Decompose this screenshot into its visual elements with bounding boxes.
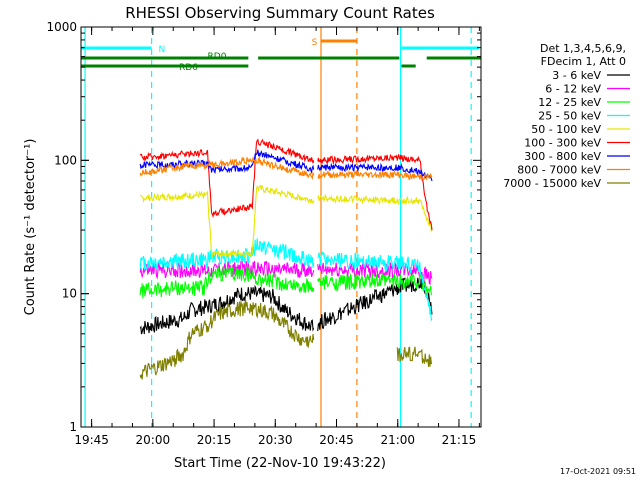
plot-area: N S RD0 RD6 1 10 100 1000 19:45 20:00 20:15 20:30 20… <box>46 20 482 447</box>
x-tick-label-5: 21:00 <box>380 433 415 447</box>
legend-label-8: 7000 - 15000 keV <box>503 177 601 190</box>
series-line-5-1 <box>317 153 433 231</box>
legend-label-4: 50 - 100 keV <box>531 123 601 136</box>
legend-label-6: 300 - 800 keV <box>524 150 601 163</box>
series-line-6-1 <box>317 162 433 182</box>
series-line-7-1 <box>317 169 433 181</box>
plot-frame <box>80 26 482 428</box>
y-tick-label-3: 1000 <box>46 20 77 34</box>
x-tick-label-3: 20:30 <box>258 433 293 447</box>
y-tick-label-2: 100 <box>54 153 77 167</box>
series-line-0-0 <box>139 284 315 335</box>
series-line-8-1 <box>396 346 432 368</box>
legend-label-5: 100 - 300 keV <box>524 137 601 150</box>
series-line-4-0 <box>139 184 315 258</box>
x-axis-label: Start Time (22-Nov-10 19:43:22) <box>174 456 386 471</box>
legend-title-line-0: Det 1,3,4,5,6,9, <box>540 42 626 55</box>
series-line-2-1 <box>317 272 433 296</box>
state-label-rd6: RD6 <box>179 63 198 73</box>
x-tick-label-4: 20:45 <box>319 433 354 447</box>
series-line-3-1 <box>317 251 433 322</box>
state-label-s: S <box>312 38 318 48</box>
timestamp: 17-Oct-2021 09:51 <box>560 467 636 476</box>
state-label-rd0: RD0 <box>208 52 227 62</box>
legend-label-7: 800 - 7000 keV <box>517 164 601 177</box>
legend-label-1: 6 - 12 keV <box>545 83 601 96</box>
chart-title: RHESSI Observing Summary Count Rates <box>125 4 435 22</box>
y-tick-label-0: 1 <box>69 420 77 434</box>
x-tick-label-6: 21:15 <box>442 433 477 447</box>
legend-label-2: 12 - 25 keV <box>538 96 601 109</box>
x-tick-label-2: 20:15 <box>197 433 232 447</box>
legend-label-0: 3 - 6 keV <box>552 69 601 82</box>
series-line-7-0 <box>139 156 315 181</box>
series-line-0-1 <box>317 277 433 332</box>
series-line-2-0 <box>139 266 315 299</box>
legend: Det 1,3,4,5,6,9,FDecim 1, Att 03 - 6 keV… <box>503 42 630 190</box>
x-tick-label-0: 19:45 <box>74 433 109 447</box>
series-line-1-1 <box>317 261 433 286</box>
y-tick-label-1: 10 <box>62 287 77 301</box>
series-line-4-1 <box>317 193 433 233</box>
legend-label-3: 25 - 50 keV <box>538 110 601 123</box>
state-label-n: N <box>159 45 166 55</box>
legend-title-line-1: FDecim 1, Att 0 <box>541 55 626 68</box>
x-tick-label-1: 20:00 <box>136 433 171 447</box>
series-line-5-0 <box>139 138 315 219</box>
series-line-8-0 <box>139 300 315 380</box>
y-axis-label: Count Rate (s⁻¹ detector⁻¹) <box>23 139 38 316</box>
